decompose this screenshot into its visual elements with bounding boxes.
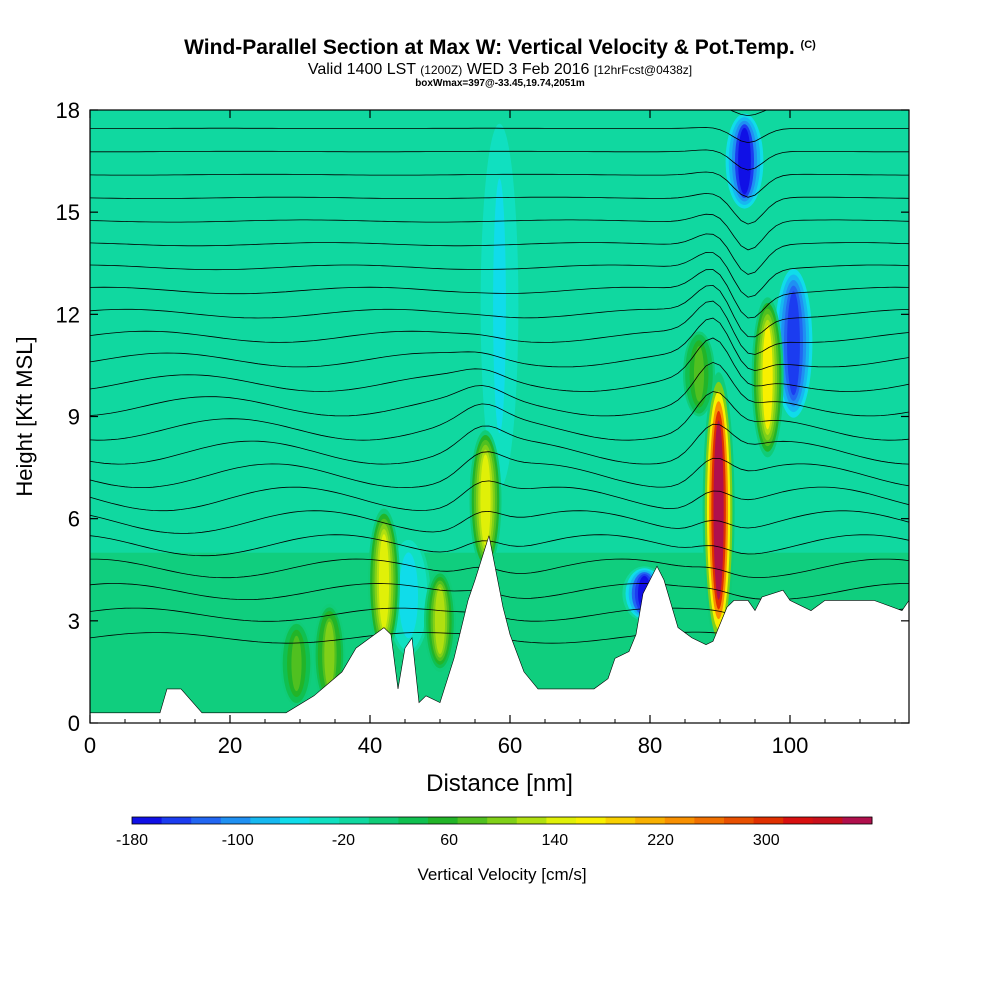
box-info: boxWmax=397@-33.45,19.74,2051m [415, 78, 585, 89]
y-tick-label: 9 [68, 405, 80, 430]
x-tick-label: 80 [638, 733, 662, 758]
x-tick-label: 40 [358, 733, 382, 758]
updraft-mark [324, 621, 335, 689]
terrain-mask [90, 535, 909, 723]
isentrope-line [90, 171, 909, 198]
copyright-mark: (C) [800, 39, 816, 51]
isentrope-line [90, 534, 909, 557]
y-tick-label: 3 [68, 609, 80, 634]
downdraft-mark [493, 178, 506, 434]
isentrope-line [90, 391, 909, 441]
colorbar-swatch [664, 817, 695, 824]
chart-title: Wind-Parallel Section at Max W: Vertical… [0, 36, 1000, 60]
x-tick-label: 100 [772, 733, 809, 758]
colorbar-swatch [487, 817, 518, 824]
downdraft-mark [787, 291, 800, 396]
colorbar-frame [131, 816, 873, 825]
colorbar-tick-label: -20 [332, 832, 355, 849]
colorbar-swatch [605, 817, 636, 824]
valid-date: WED 3 Feb 2016 [466, 61, 590, 78]
downdraft-mark [738, 127, 751, 195]
colorbar-swatch [368, 817, 399, 824]
forecast-info: [12hrFcst@0438z] [593, 63, 693, 77]
colorbar-swatch [457, 817, 488, 824]
colorbar-label: Vertical Velocity [cm/s] [417, 865, 586, 884]
colorbar-swatch [428, 817, 459, 824]
x-tick-label: 60 [498, 733, 522, 758]
y-tick-label: 12 [56, 302, 80, 327]
colorbar-tick-label: -180 [116, 832, 148, 849]
updraft-mark [434, 587, 446, 655]
updraft-mark [713, 420, 724, 600]
isentrope-line [90, 510, 909, 534]
colorbar-tick-label: 220 [647, 832, 674, 849]
isentrope-line [90, 233, 909, 275]
isentrope-line [90, 317, 909, 372]
colorbar-swatch [309, 817, 340, 824]
updraft-mark [762, 325, 773, 430]
colorbar-swatch [812, 817, 843, 824]
velocity-field [90, 110, 909, 723]
colorbar-swatch [132, 817, 163, 824]
isentrope-line [90, 284, 909, 338]
isentrope-line [90, 269, 909, 319]
isentrope-line [90, 251, 909, 298]
colorbar-swatch [783, 817, 814, 824]
y-tick-label: 18 [56, 98, 80, 123]
valid-time: Valid 1400 LST [307, 61, 416, 78]
chart-title-text: Wind-Parallel Section at Max W: Vertical… [184, 36, 795, 59]
y-axis-label: Height [Kft MSL] [12, 336, 37, 496]
isentrope-line [90, 423, 909, 465]
x-axis-label: Distance [nm] [426, 770, 573, 797]
isentrope-line [90, 192, 909, 225]
isentrope-line [90, 127, 909, 144]
colorbar-swatch [576, 817, 607, 824]
axes: 0 20 40 60 80 100 0 3 6 9 12 15 18 Distance [nm] Heigh… [12, 98, 910, 797]
colorbar-tick-label: -100 [222, 832, 254, 849]
colorbar-swatch [220, 817, 251, 824]
colorbar-swatch [753, 817, 784, 824]
colorbar: -180 -100 -20 60 140 220 300 Vertical Velocity … [116, 816, 873, 884]
isentrope-line [90, 451, 909, 489]
isentrope-line [90, 213, 909, 251]
isentrope-line [90, 361, 909, 417]
x-tick-label: 0 [84, 733, 96, 758]
colorbar-swatch [398, 817, 429, 824]
colorbar-tick-label: 60 [440, 832, 458, 849]
colorbar-swatch [546, 817, 577, 824]
downdraft-mark [402, 556, 415, 635]
colorbar-swatch [724, 817, 755, 824]
chart-subtitle: Valid 1400 LST (1200Z) WED 3 Feb 2016 [1… [0, 61, 1000, 79]
colorbar-swatch [161, 817, 192, 824]
updraft-mark [480, 454, 491, 546]
colorbar-swatch [191, 817, 222, 824]
isentrope-line [90, 480, 909, 512]
colorbar-swatch [250, 817, 281, 824]
colorbar-tick-label: 300 [753, 832, 780, 849]
colorbar-swatch [842, 817, 873, 824]
y-tick-label: 6 [68, 507, 80, 532]
colorbar-swatch [339, 817, 370, 824]
colorbar-tick-label: 140 [542, 832, 569, 849]
colorbar-swatch [280, 817, 311, 824]
colorbar-swatch [635, 817, 666, 824]
y-tick-label: 15 [56, 200, 80, 225]
isentrope-line [90, 149, 909, 171]
y-tick-label: 0 [68, 711, 80, 736]
isentrope-line [90, 300, 909, 355]
x-tick-label: 20 [218, 733, 242, 758]
updraft-mark [291, 635, 302, 692]
colorbar-swatch [516, 817, 547, 824]
updraft-mark [378, 534, 390, 630]
valid-utc: (1200Z) [420, 63, 463, 77]
isentrope-line [90, 337, 909, 392]
colorbar-swatch [694, 817, 725, 824]
isentrope-line [90, 558, 909, 579]
